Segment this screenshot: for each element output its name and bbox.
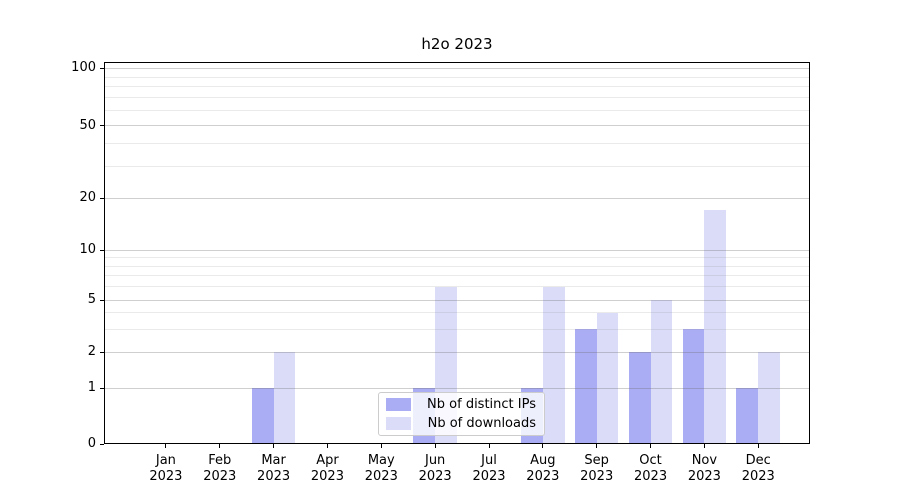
- y-minor-gridline-90: [104, 76, 810, 78]
- legend-item-downloads: Nb of downloads: [386, 416, 536, 431]
- y-tick-mark-2: [100, 351, 104, 353]
- x-tick-label-apr: Apr 2023: [310, 453, 344, 484]
- y-minor-gridline-80: [104, 86, 810, 88]
- y-tick-mark-10: [100, 249, 104, 251]
- x-tick-label-may: May 2023: [364, 453, 398, 484]
- x-tick-label-jan: Jan 2023: [149, 453, 183, 484]
- y-minor-gridline-40: [104, 142, 810, 144]
- x-tick-label-jul: Jul 2023: [472, 453, 506, 484]
- bar-dec-downloads: [758, 352, 781, 444]
- y-tick-label-20: 20: [79, 190, 96, 206]
- y-minor-gridline-4: [104, 312, 810, 314]
- x-tick-mark-feb: [219, 444, 221, 448]
- y-minor-gridline-6: [104, 286, 810, 288]
- bar-nov-downloads: [704, 210, 727, 444]
- y-major-gridline-100: [104, 67, 810, 69]
- x-tick-mark-oct: [650, 444, 652, 448]
- bar-aug-downloads: [542, 286, 565, 444]
- y-minor-gridline-30: [104, 165, 810, 167]
- y-tick-mark-1: [100, 387, 104, 389]
- legend: Nb of distinct IPs Nb of downloads: [378, 392, 545, 436]
- y-minor-gridline-60: [104, 110, 810, 112]
- y-major-gridline-2: [104, 351, 810, 353]
- y-tick-mark-50: [100, 125, 104, 127]
- x-tick-mark-may: [380, 444, 382, 448]
- x-tick-label-mar: Mar 2023: [257, 453, 291, 484]
- y-tick-label-5: 5: [87, 292, 96, 307]
- y-tick-mark-0: [100, 443, 104, 445]
- x-tick-mark-dec: [757, 444, 759, 448]
- chart-title: h2o 2023: [421, 35, 493, 53]
- y-tick-label-0: 0: [87, 436, 96, 451]
- y-minor-gridline-7: [104, 275, 810, 277]
- x-tick-label-nov: Nov 2023: [687, 453, 721, 484]
- x-tick-label-sep: Sep 2023: [580, 453, 614, 484]
- y-tick-label-1: 1: [87, 380, 96, 396]
- y-major-gridline-10: [104, 249, 810, 251]
- legend-label-downloads: Nb of downloads: [427, 416, 536, 431]
- y-minor-gridline-8: [104, 265, 810, 267]
- x-tick-label-dec: Dec 2023: [741, 453, 775, 484]
- y-major-gridline-20: [104, 197, 810, 199]
- bar-nov-distinct-ips: [682, 329, 705, 444]
- bar-oct-downloads: [650, 300, 673, 444]
- y-tick-label-50: 50: [79, 117, 96, 133]
- legend-swatch-distinct-ips: [386, 398, 411, 411]
- y-minor-gridline-3: [104, 328, 810, 330]
- x-tick-mark-mar: [273, 444, 275, 448]
- legend-item-distinct-ips: Nb of distinct IPs: [386, 397, 536, 412]
- x-tick-mark-jun: [434, 444, 436, 448]
- y-tick-label-10: 10: [79, 242, 96, 257]
- bar-oct-distinct-ips: [628, 352, 651, 444]
- legend-swatch-downloads: [386, 417, 411, 430]
- x-tick-mark-nov: [703, 444, 705, 448]
- bar-mar-distinct-ips: [251, 388, 274, 444]
- y-tick-mark-20: [100, 197, 104, 199]
- bar-sep-downloads: [596, 312, 619, 444]
- x-tick-mark-jul: [488, 444, 490, 448]
- y-major-gridline-50: [104, 125, 810, 127]
- x-tick-label-aug: Aug 2023: [526, 453, 560, 484]
- x-tick-label-feb: Feb 2023: [203, 453, 237, 484]
- x-tick-label-jun: Jun 2023: [418, 453, 452, 484]
- y-tick-mark-5: [100, 299, 104, 301]
- y-tick-label-2: 2: [87, 344, 96, 360]
- x-tick-mark-sep: [596, 444, 598, 448]
- plot-area-border: [104, 62, 810, 444]
- bar-mar-downloads: [273, 352, 296, 444]
- y-major-gridline-1: [104, 387, 810, 389]
- x-tick-mark-jan: [165, 444, 167, 448]
- legend-label-distinct-ips: Nb of distinct IPs: [427, 397, 536, 412]
- y-tick-mark-100: [100, 67, 104, 69]
- bar-dec-distinct-ips: [736, 388, 759, 444]
- y-major-gridline-5: [104, 299, 810, 301]
- bar-sep-distinct-ips: [574, 329, 597, 444]
- x-tick-mark-apr: [326, 444, 328, 448]
- y-minor-gridline-70: [104, 97, 810, 99]
- y-tick-label-100: 100: [71, 60, 96, 76]
- x-tick-mark-aug: [542, 444, 544, 448]
- x-tick-label-oct: Oct 2023: [634, 453, 668, 484]
- y-minor-gridline-9: [104, 257, 810, 259]
